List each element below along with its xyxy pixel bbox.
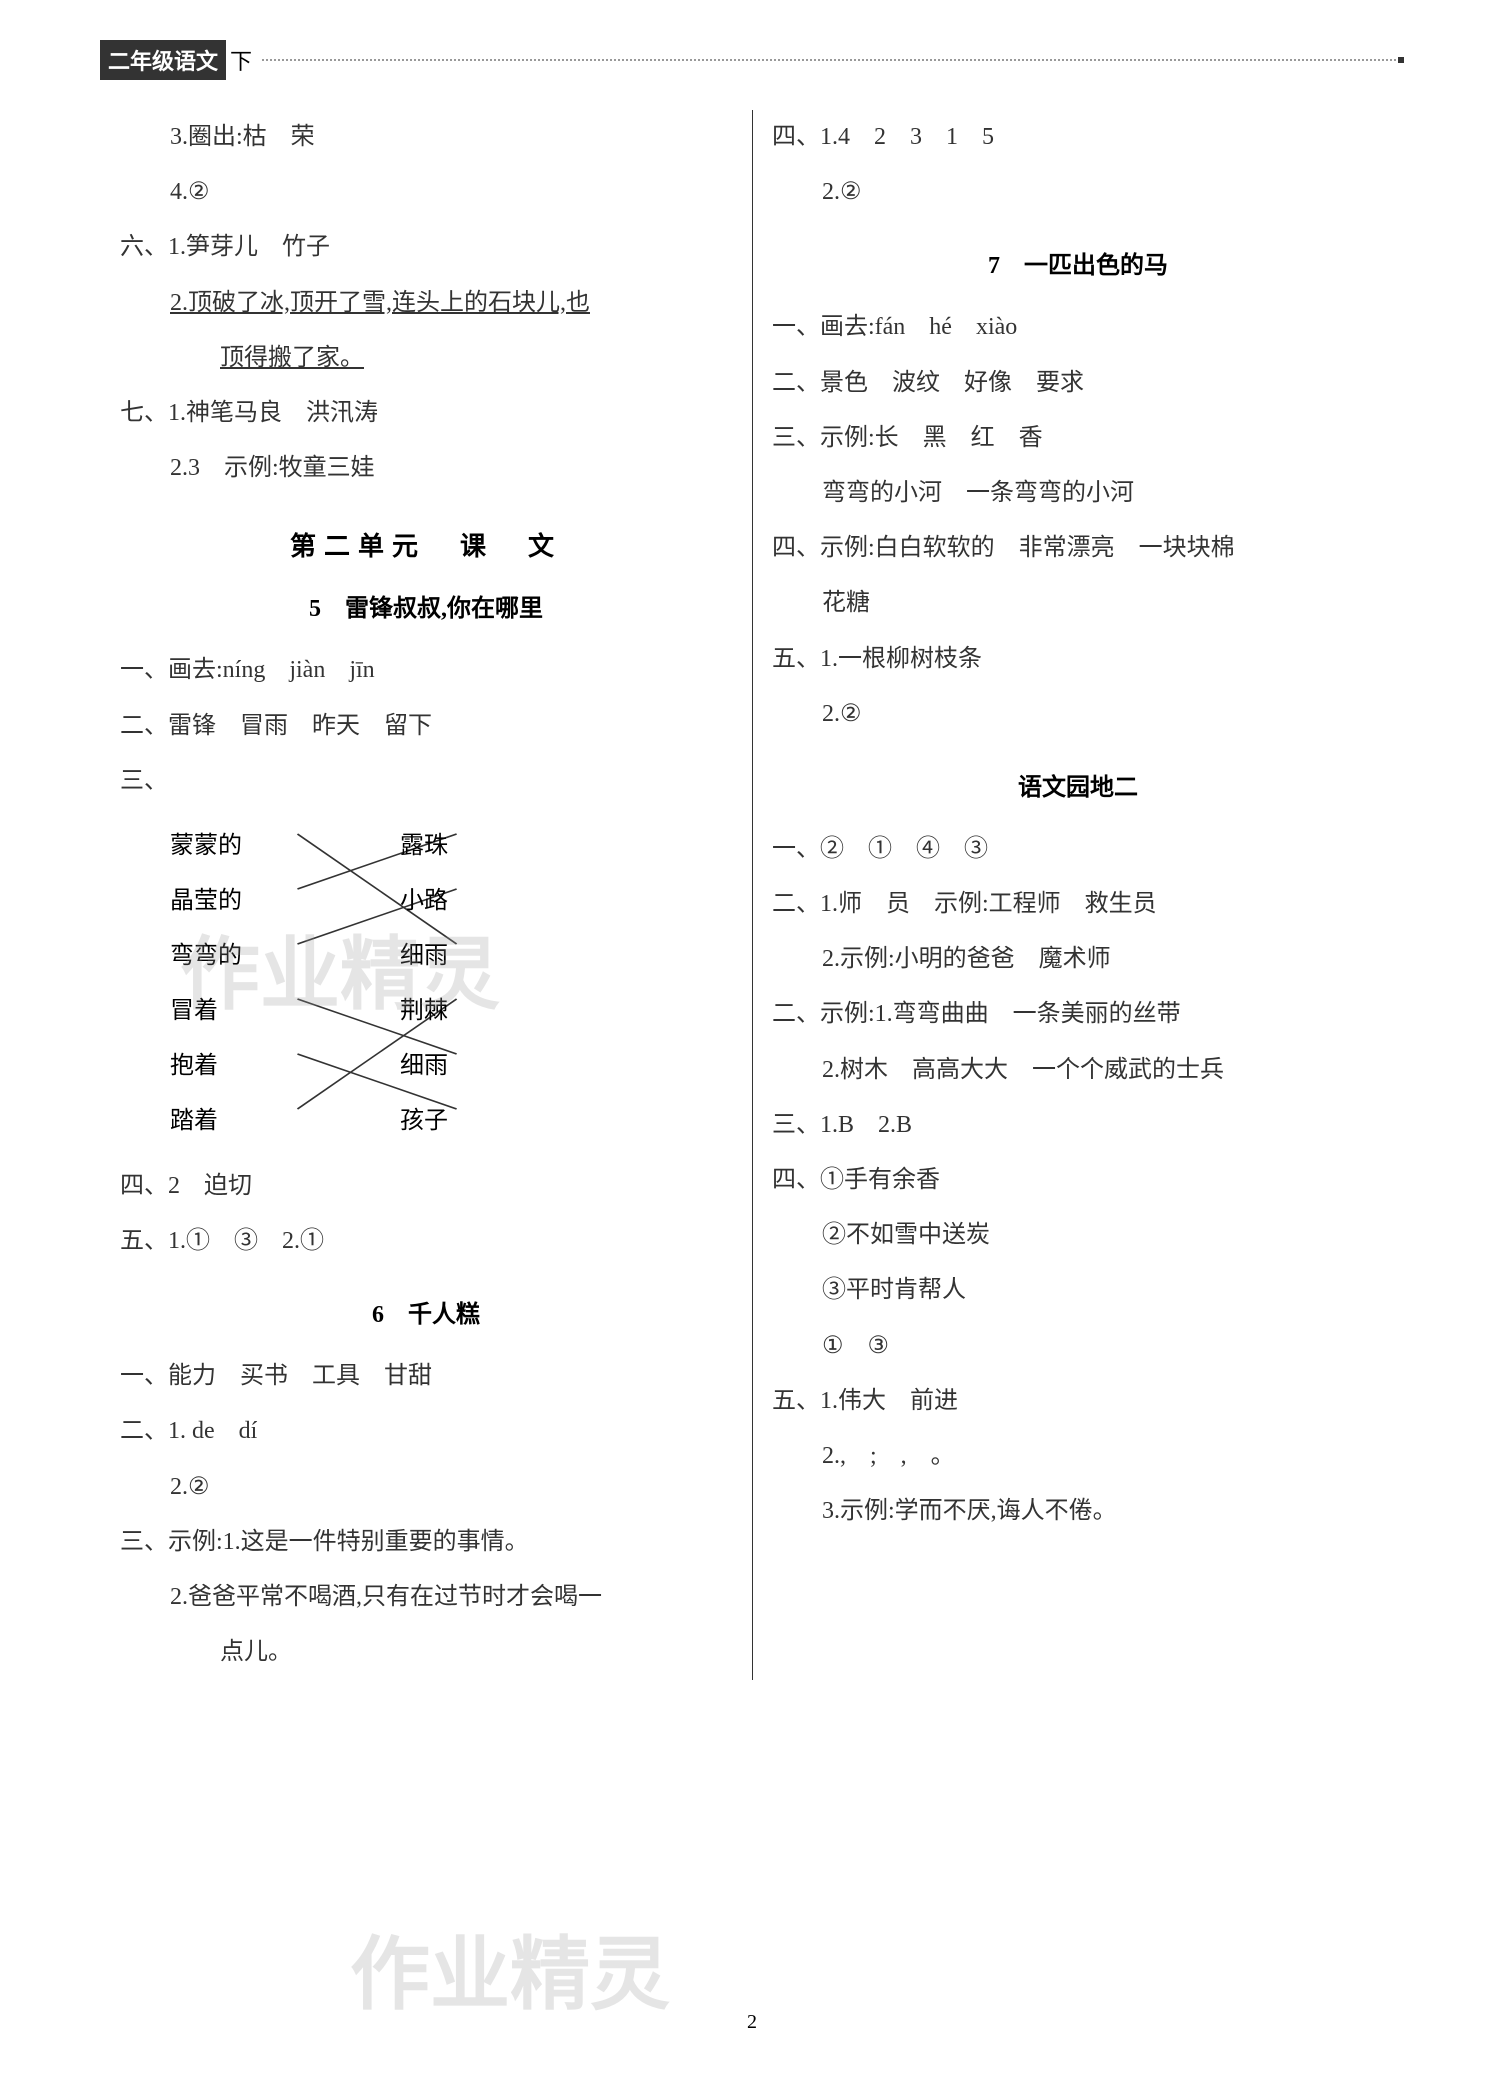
text-line: 二、1. de dí [120, 1404, 732, 1459]
text-line: 2.② [772, 687, 1384, 742]
match-right-item: 小路 [400, 874, 448, 929]
right-column: 四、1.4 2 3 1 52.② 7 一匹出色的马 一、画去:fán hé xi… [752, 110, 1404, 1680]
text-line: 弯弯的小河 一条弯弯的小河 [772, 466, 1384, 521]
match-left-item: 冒着 [170, 984, 218, 1039]
text-line: 五、1.① ③ 2.① [120, 1214, 732, 1269]
grade-label: 二年级语文 [100, 40, 226, 80]
text-line: 2.示例:小明的爸爸 魔术师 [772, 932, 1384, 987]
text-line: 五、1.一根柳树枝条 [772, 632, 1384, 687]
match-right-item: 细雨 [400, 1039, 448, 1094]
match-left-item: 抱着 [170, 1039, 218, 1094]
text-line: 四、1.4 2 3 1 5 [772, 110, 1384, 165]
text-line: 3.圈出:枯 荣 [120, 110, 732, 165]
matching-exercise: 蒙蒙的晶莹的弯弯的冒着抱着踏着 露珠小路细雨荆棘细雨孩子 [120, 819, 732, 1149]
garden-title: 语文园地二 [772, 767, 1384, 802]
text-line: 一、能力 买书 工具 甘甜 [120, 1349, 732, 1404]
text-line: 二、雷锋 冒雨 昨天 留下 [120, 699, 732, 754]
match-left-item: 晶莹的 [170, 874, 242, 929]
text-line: 三、1.B 2.B [772, 1098, 1384, 1153]
match-left-item: 蒙蒙的 [170, 819, 242, 874]
text-line: 四、2 迫切 [120, 1159, 732, 1214]
text-line: 二、示例:1.弯弯曲曲 一条美丽的丝带 [772, 987, 1384, 1042]
text-line: 顶得搬了家。 [120, 331, 732, 386]
text-line: 一、画去:níng jiàn jīn [120, 643, 732, 698]
text-line: 二、景色 波纹 好像 要求 [772, 356, 1384, 411]
text-line: 三、示例:长 黑 红 香 [772, 411, 1384, 466]
text-line: 一、画去:fán hé xiào [772, 300, 1384, 355]
text-line: ②不如雪中送炭 [772, 1208, 1384, 1263]
text-line: 二、1.师 员 示例:工程师 救生员 [772, 877, 1384, 932]
left-column: 3.圈出:枯 荣4.②六、1.笋芽儿 竹子2.顶破了冰,顶开了雪,连头上的石块儿… [100, 110, 752, 1680]
text-line: 2.② [120, 1460, 732, 1515]
watermark-2: 作业精灵 [350, 1910, 670, 2026]
text-line: 2.② [772, 165, 1384, 220]
volume-suffix: 下 [230, 44, 252, 76]
column-divider [752, 110, 753, 1680]
match-right-item: 细雨 [400, 929, 448, 984]
text-line: 四、示例:白白软软的 非常漂亮 一块块棉 [772, 521, 1384, 576]
text-line: 七、1.神笔马良 洪汛涛 [120, 386, 732, 441]
text-line: ① ③ [772, 1319, 1384, 1374]
text-line: 三、示例:1.这是一件特别重要的事情。 [120, 1515, 732, 1570]
main-content: 3.圈出:枯 荣4.②六、1.笋芽儿 竹子2.顶破了冰,顶开了雪,连头上的石块儿… [100, 110, 1404, 1680]
text-line: 3.示例:学而不厌,诲人不倦。 [772, 1484, 1384, 1539]
match-right-item: 孩子 [400, 1094, 448, 1149]
text-line: 2.3 示例:牧童三娃 [120, 441, 732, 496]
page-number: 2 [747, 2011, 757, 2034]
text-line: 4.② [120, 165, 732, 220]
match-right-item: 荆棘 [400, 984, 448, 1039]
text-line: 花糖 [772, 576, 1384, 631]
text-line: 2.顶破了冰,顶开了雪,连头上的石块儿,也 [120, 276, 732, 331]
match-right-item: 露珠 [400, 819, 448, 874]
matching-label: 三、 [120, 754, 732, 809]
match-left-item: 踏着 [170, 1094, 218, 1149]
text-line: 2.爸爸平常不喝酒,只有在过节时才会喝一 [120, 1570, 732, 1625]
match-left-item: 弯弯的 [170, 929, 242, 984]
text-line: 2.树木 高高大大 一个个威武的士兵 [772, 1043, 1384, 1098]
text-line: 六、1.笋芽儿 竹子 [120, 220, 732, 275]
text-line: ③平时肯帮人 [772, 1263, 1384, 1318]
page-header: 二年级语文 下 [100, 40, 1404, 80]
text-line: 五、1.伟大 前进 [772, 1374, 1384, 1429]
lesson-title-5: 5 雷锋叔叔,你在哪里 [120, 588, 732, 623]
header-divider [262, 59, 1404, 61]
lesson-title-7: 7 一匹出色的马 [772, 245, 1384, 280]
text-line: 一、② ① ④ ③ [772, 822, 1384, 877]
lesson-title-6: 6 千人糕 [120, 1294, 732, 1329]
text-line: 2., ; , 。 [772, 1429, 1384, 1484]
text-line: 点儿。 [120, 1625, 732, 1680]
unit-title: 第二单元 课 文 [120, 526, 732, 563]
text-line: 四、①手有余香 [772, 1153, 1384, 1208]
